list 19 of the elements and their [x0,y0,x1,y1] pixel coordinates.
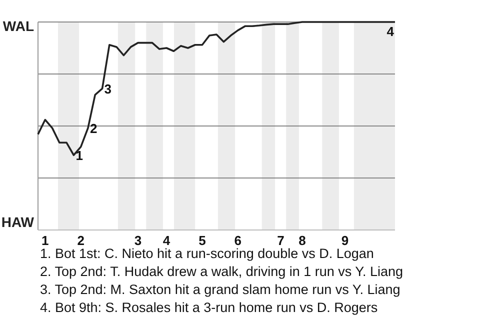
x-tick-label: 2 [77,233,84,248]
x-tick-label: 9 [341,233,349,248]
text: 3. Top 2nd: M. Saxton hit a grand slam home run vs Y. Liang [40,282,400,297]
text: 4. Bot 9th: S. Rosales hit a 3-run home run vs D. Rogers [40,300,378,315]
x-tick-label: 8 [298,233,306,248]
text: 2. Top 2nd: T. Hudak drew a walk, driving in 1 run vs Y. Liang [40,264,403,279]
annotation: 1 [76,148,83,164]
x-tick-label: 4 [162,233,171,248]
x-tick-label: 3 [134,233,142,248]
x-tick-label: 6 [234,233,242,248]
annotation: 2 [90,121,98,136]
x-tick-label: 1 [42,233,49,248]
x-tick-label: 5 [198,233,206,248]
annotation: 4 [386,24,395,39]
text: WAL [2,18,34,34]
x-tick-label: 7 [277,233,284,248]
annotation: 3 [104,82,112,97]
text: 1. Bot 1st: C. Nieto hit a run-scoring double vs D. Logan [40,246,374,261]
text: HAW [1,214,35,230]
